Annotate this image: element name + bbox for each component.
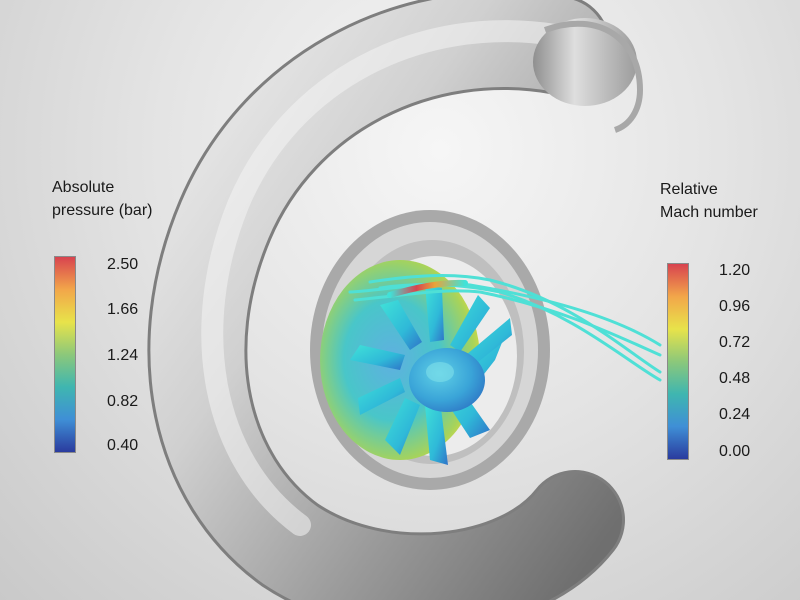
turbine-wheel [320,260,512,465]
streamlines [348,274,662,382]
volute-casing [147,0,644,600]
